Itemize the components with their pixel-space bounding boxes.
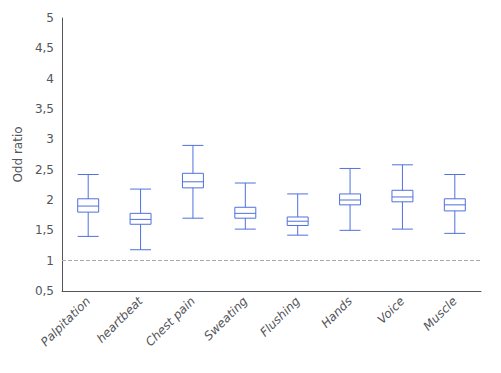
- svg-text:Odd ratio: Odd ratio: [11, 126, 25, 182]
- svg-text:heartbeat: heartbeat: [94, 293, 147, 346]
- svg-text:2: 2: [46, 193, 54, 207]
- svg-text:3: 3: [46, 132, 54, 146]
- svg-text:1: 1: [46, 254, 54, 268]
- svg-text:Sweating: Sweating: [201, 294, 250, 343]
- svg-text:0,5: 0,5: [35, 284, 54, 298]
- svg-text:4: 4: [46, 72, 54, 86]
- svg-text:Flushing: Flushing: [257, 294, 303, 340]
- svg-text:5: 5: [46, 11, 54, 25]
- svg-text:3,5: 3,5: [35, 102, 54, 116]
- svg-text:Chest pain: Chest pain: [143, 294, 198, 349]
- svg-text:4,5: 4,5: [35, 41, 54, 55]
- svg-text:Voice: Voice: [375, 294, 408, 327]
- svg-text:Muscle: Muscle: [421, 294, 460, 333]
- svg-text:1,5: 1,5: [35, 223, 54, 237]
- svg-text:Palpitation: Palpitation: [38, 294, 93, 349]
- svg-text:Hands: Hands: [318, 294, 355, 331]
- svg-text:2,5: 2,5: [35, 163, 54, 177]
